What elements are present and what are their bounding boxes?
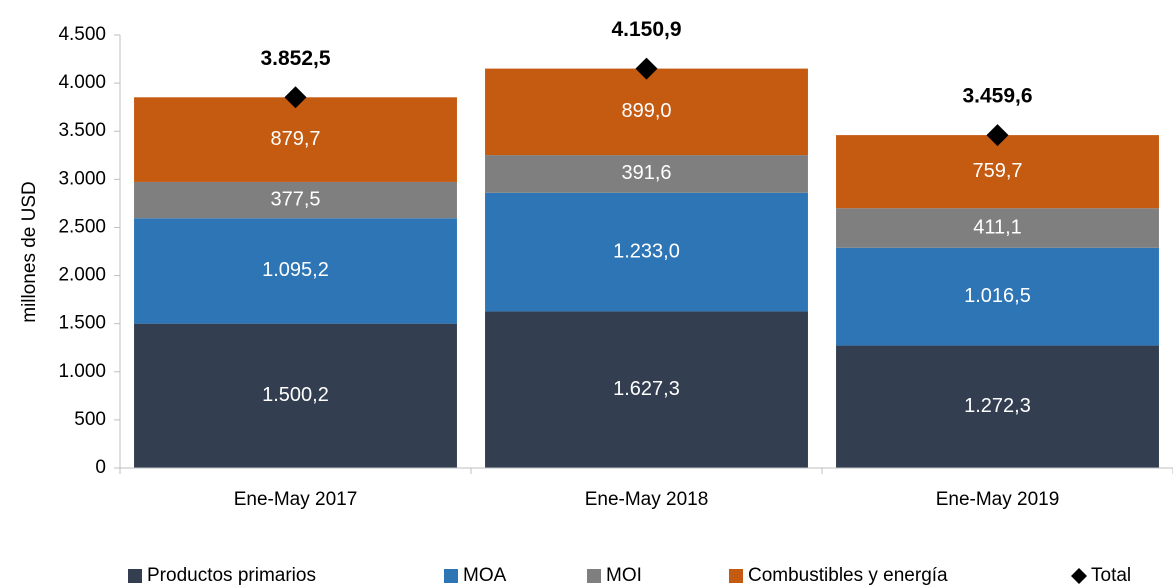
segment-label: 899,0 xyxy=(621,100,671,122)
bar-segment xyxy=(485,68,808,156)
bar-segment xyxy=(134,181,457,219)
bar-segment xyxy=(485,155,808,193)
segment-label: 759,7 xyxy=(972,160,1022,182)
bar-segment xyxy=(836,208,1159,248)
legend-label: MOI xyxy=(606,565,642,586)
segment-label: 1.500,2 xyxy=(262,384,329,406)
x-tick-label: Ene-May 2019 xyxy=(936,489,1060,510)
bar-segment xyxy=(836,135,1159,209)
legend-swatch xyxy=(587,569,601,583)
segment-label: 1.016,5 xyxy=(964,285,1031,307)
total-label: 3.459,6 xyxy=(962,85,1032,108)
segment-label: 377,5 xyxy=(270,188,320,210)
y-tick-label: 2.500 xyxy=(58,216,106,237)
bar-segment xyxy=(836,247,1159,346)
bar-segment xyxy=(485,192,808,312)
segment-label: 411,1 xyxy=(973,216,1022,238)
bar-segment xyxy=(134,97,457,182)
segment-label: 1.095,2 xyxy=(262,259,329,281)
y-tick-label: 3.000 xyxy=(58,168,106,189)
total-marker xyxy=(284,86,307,109)
bar-segment xyxy=(836,345,1159,468)
y-tick-label: 0 xyxy=(95,457,106,478)
total-label: 4.150,9 xyxy=(611,18,681,41)
y-tick-label: 1.500 xyxy=(58,313,106,334)
bar-segment xyxy=(134,323,457,468)
bar-segment xyxy=(134,218,457,324)
bar-segment xyxy=(485,311,808,468)
x-tick-label: Ene-May 2018 xyxy=(585,489,709,510)
total-marker xyxy=(635,57,658,80)
y-tick-label: 4.000 xyxy=(58,72,106,93)
legend-swatch xyxy=(128,569,142,583)
segment-label: 391,6 xyxy=(621,162,671,184)
segment-label: 879,7 xyxy=(270,128,320,150)
legend-label: Combustibles y energía xyxy=(748,565,948,586)
y-tick-label: 4.500 xyxy=(58,24,106,45)
legend-label: Total xyxy=(1091,565,1131,586)
y-tick-label: 3.500 xyxy=(58,120,106,141)
y-axis-label: millones de USD xyxy=(19,181,40,323)
total-marker xyxy=(986,124,1009,147)
y-tick-label: 2.000 xyxy=(58,265,106,286)
segment-label: 1.627,3 xyxy=(613,378,680,400)
x-tick-label: Ene-May 2017 xyxy=(234,489,358,510)
legend-marker xyxy=(1071,568,1087,584)
segment-label: 1.272,3 xyxy=(964,395,1031,417)
legend-swatch xyxy=(444,569,458,583)
total-label: 3.852,5 xyxy=(260,47,330,70)
legend-label: MOA xyxy=(463,565,507,586)
y-tick-label: 500 xyxy=(74,409,106,430)
segment-label: 1.233,0 xyxy=(613,240,680,262)
y-tick-label: 1.000 xyxy=(58,361,106,382)
legend-swatch xyxy=(729,569,743,583)
legend-label: Productos primarios xyxy=(147,565,316,586)
